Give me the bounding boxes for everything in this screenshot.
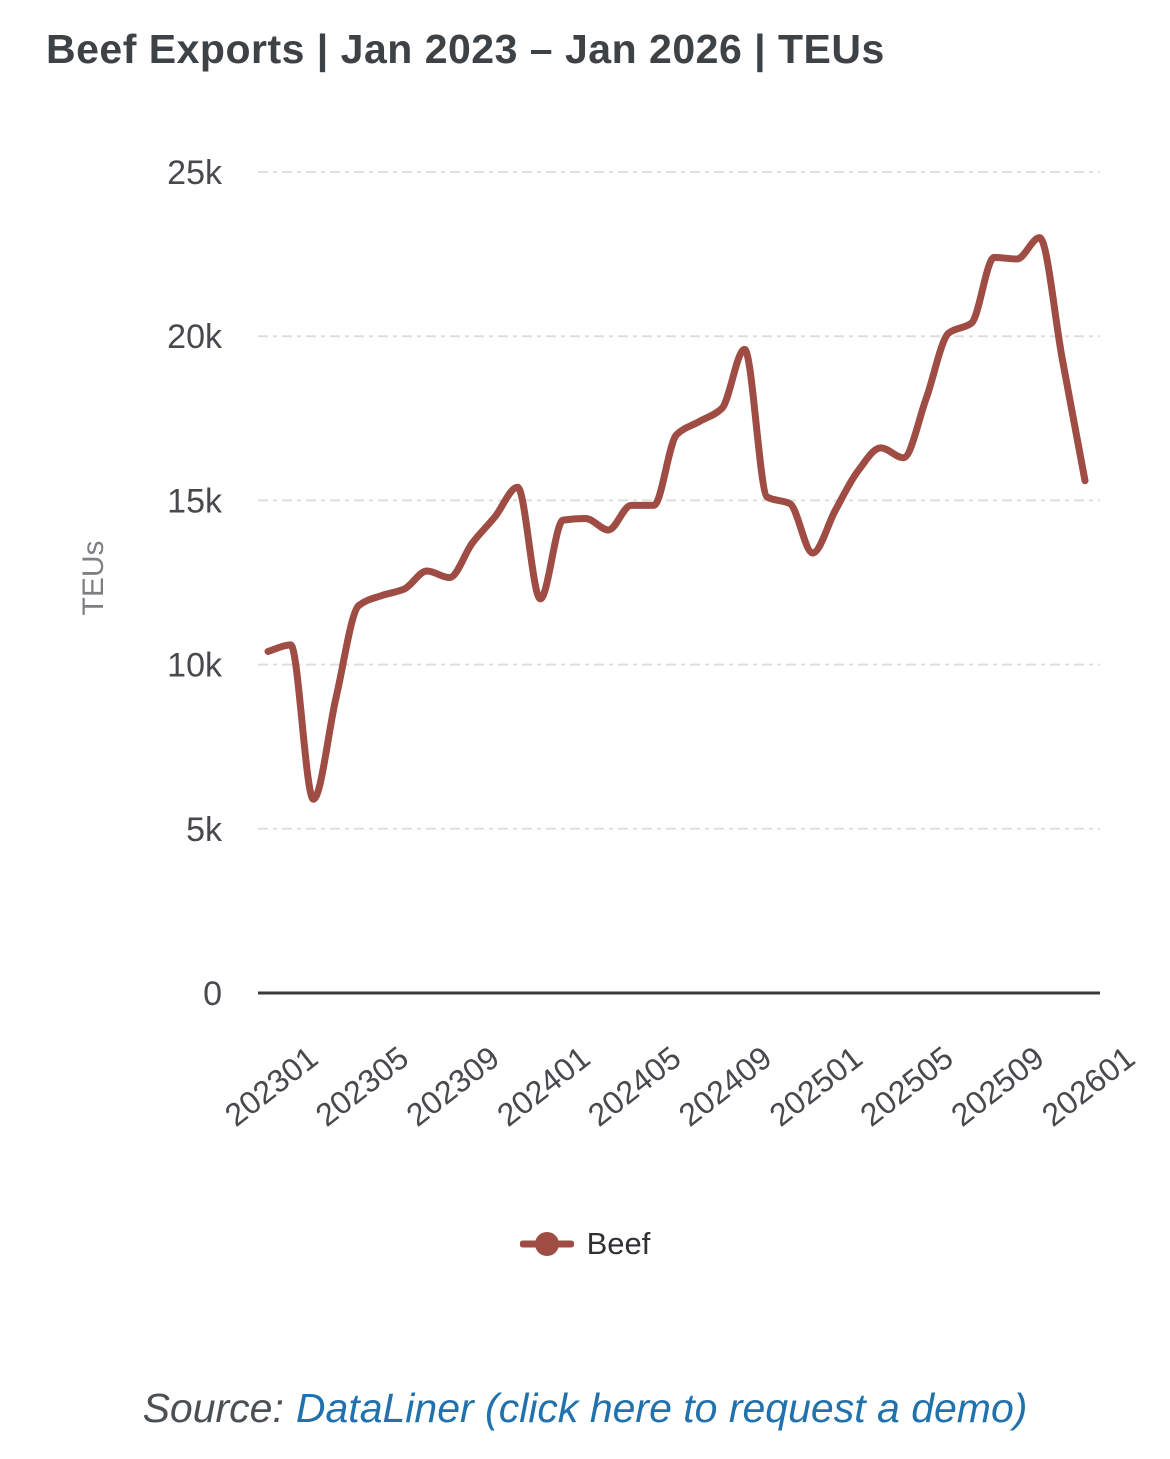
x-tick-label: 202301 [218,1039,324,1133]
line-chart-canvas: 05k10k15k20k25k2023012023052023092024012… [77,154,1141,1133]
y-tick-label: 10k [167,647,223,685]
x-tick-label: 202509 [944,1039,1050,1133]
x-tick-label: 202405 [581,1039,687,1133]
chart-title: Beef Exports | Jan 2023 – Jan 2026 | TEU… [46,26,885,72]
y-tick-label: 20k [167,318,223,356]
legend-line-marker-icon [519,1232,574,1256]
legend-label: Beef [586,1226,651,1261]
y-axis-title: TEUs [77,541,110,616]
x-tick-label: 202601 [1035,1039,1141,1133]
x-tick-label: 202305 [309,1039,415,1133]
x-tick-label: 202409 [672,1039,778,1133]
beef-series-line[interactable] [264,234,1089,803]
x-tick-label: 202309 [400,1039,506,1133]
legend-item-beef[interactable]: Beef [0,1226,1170,1262]
y-tick-label: 0 [203,975,222,1013]
x-tick-label: 202501 [763,1039,869,1133]
x-tick-label: 202505 [853,1039,959,1133]
source-prefix-text: Source: [142,1385,284,1431]
x-tick-label: 202401 [490,1039,596,1133]
source-line: Source: DataLiner (click here to request … [0,1385,1170,1432]
source-link[interactable]: DataLiner (click here to request a demo) [295,1385,1028,1431]
y-tick-label: 25k [167,154,223,192]
y-tick-label: 15k [167,482,223,520]
y-tick-label: 5k [186,811,223,849]
